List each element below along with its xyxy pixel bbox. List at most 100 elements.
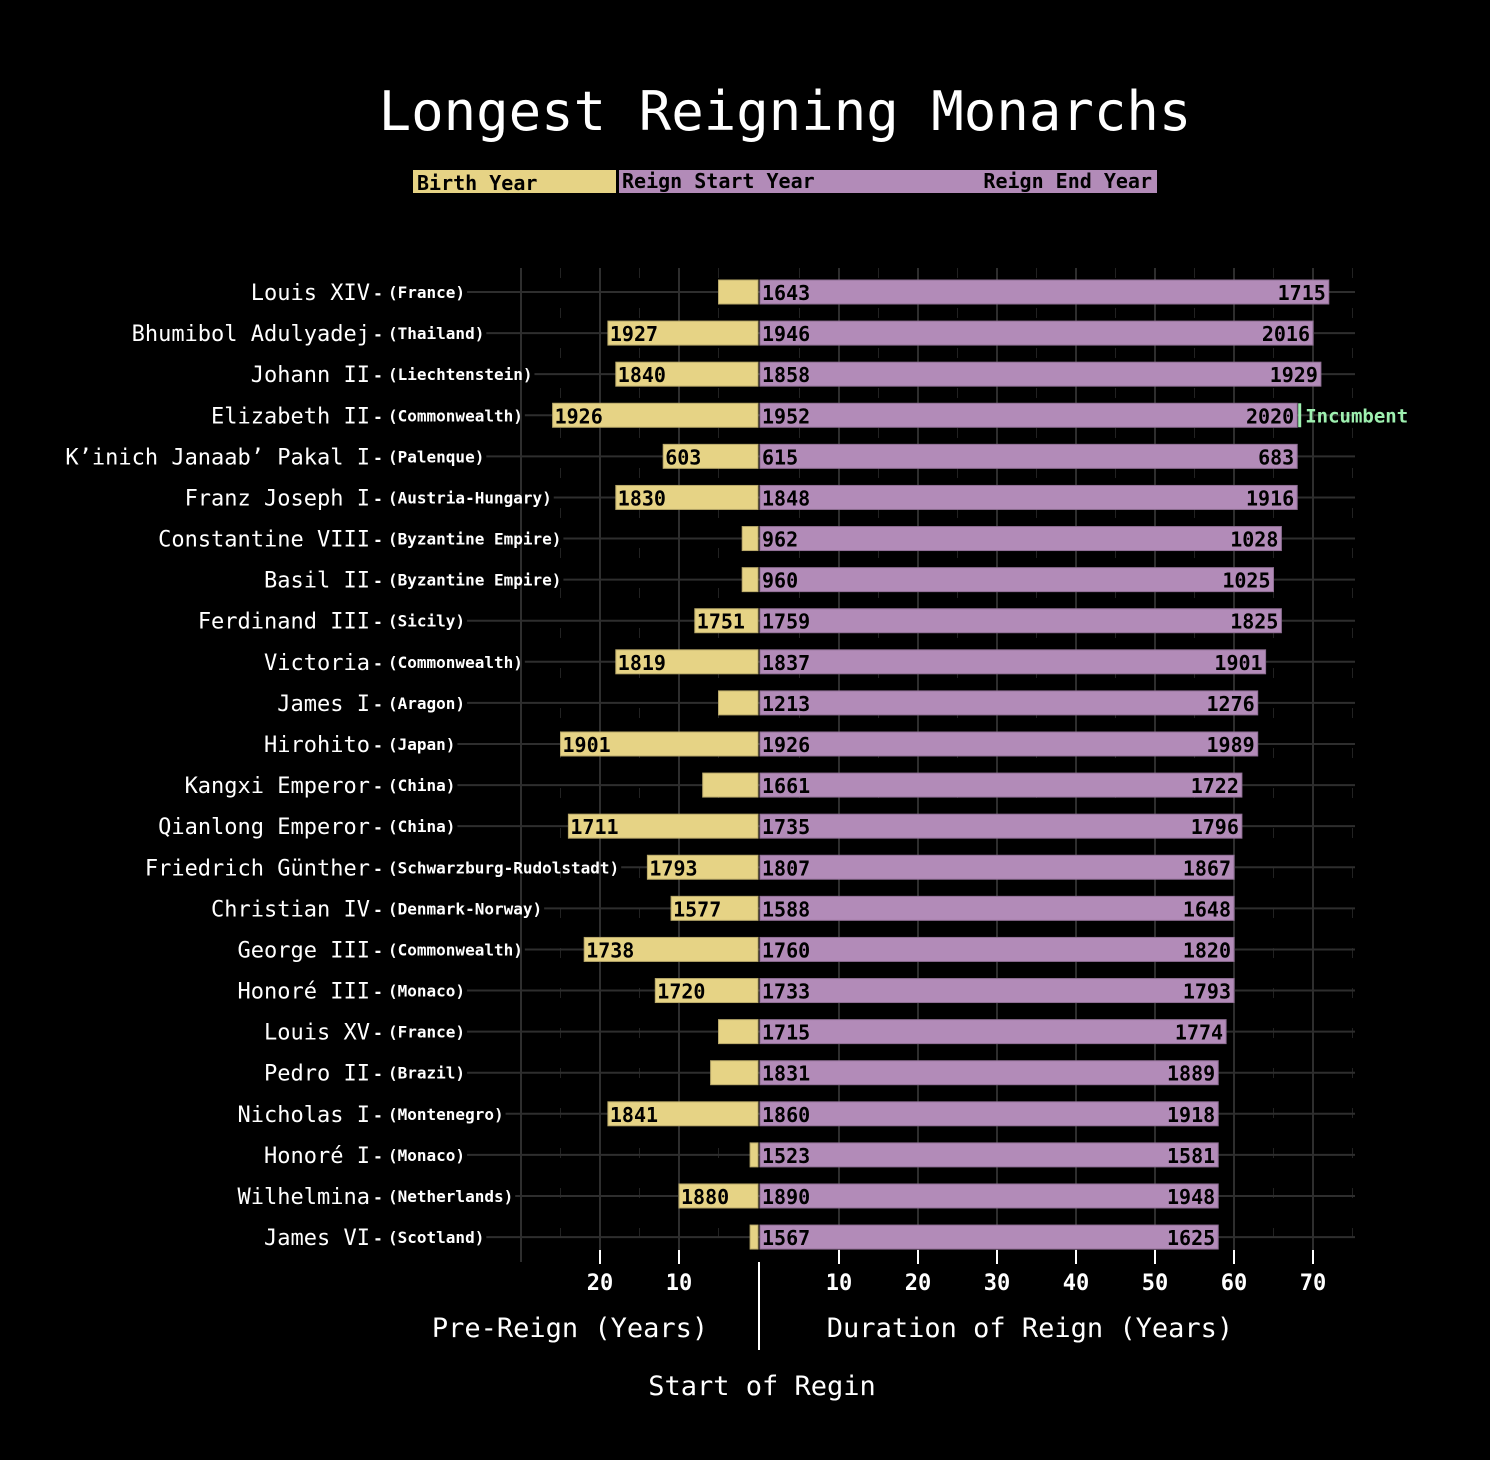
reign-bar <box>759 402 1298 428</box>
reign-end-label: 1948 <box>1167 1185 1215 1209</box>
reign-start-label: 1588 <box>762 897 810 921</box>
monarch-name: Bhumibol Adulyadej <box>132 322 370 347</box>
monarch-name: Ferdinand III <box>198 610 370 635</box>
monarch-name: Qianlong Emperor <box>158 815 370 840</box>
monarch-row: Johann II - (Liechtenstein) 1840 1858 1929 <box>251 361 1355 388</box>
reign-end-label: 1889 <box>1167 1062 1215 1086</box>
reign-start-label: 1567 <box>762 1226 810 1250</box>
reign-bar <box>759 1019 1227 1045</box>
reign-start-label: 1733 <box>762 980 810 1004</box>
monarch-row: Qianlong Emperor - (China) 1711 1735 1796 <box>158 813 1355 840</box>
birth-year-label: 1927 <box>610 322 658 346</box>
reign-end-label: 1793 <box>1183 980 1231 1004</box>
separator-dash: - <box>373 859 383 878</box>
reign-end-label: 1901 <box>1214 651 1262 675</box>
reign-start-label: 1837 <box>762 651 810 675</box>
reign-start-label: 1661 <box>762 774 810 798</box>
monarch-country: (Denmark-Norway) <box>388 899 542 918</box>
separator-dash: - <box>373 1188 383 1207</box>
separator-dash: - <box>373 777 383 796</box>
monarch-row: Pedro II - (Brazil) 1831 1889 <box>264 1060 1355 1087</box>
birth-year-label: 603 <box>665 445 701 469</box>
reign-start-label: 1952 <box>762 404 810 428</box>
monarch-row: Victoria - (Commonwealth) 1819 1837 1901 <box>264 649 1355 676</box>
pre-reign-bar <box>654 978 759 1004</box>
reign-end-label: 2016 <box>1262 322 1310 346</box>
monarch-country: (Aragon) <box>388 694 465 713</box>
monarch-row: Honoré I - (Monaco) 1523 1581 <box>264 1142 1355 1169</box>
monarch-row: Christian IV - (Denmark-Norway) 1577 1588 164… <box>211 895 1355 922</box>
separator-dash: - <box>373 1147 383 1166</box>
reign-bar <box>759 1224 1219 1250</box>
reign-bar <box>759 772 1243 798</box>
reign-bar <box>759 690 1259 716</box>
reign-bar <box>759 361 1322 387</box>
axis-ticks: 10 20 30 40 50 60 70 20 10 <box>587 1250 1326 1296</box>
monarch-name: Basil II <box>264 569 370 594</box>
monarch-country: (France) <box>388 283 465 302</box>
reign-bar <box>759 731 1259 757</box>
right-tick-label: 50 <box>1142 1271 1169 1296</box>
monarch-name: Wilhelmina <box>238 1185 370 1210</box>
monarch-name: Nicholas I <box>238 1103 370 1128</box>
reign-end-label: 1774 <box>1175 1021 1223 1045</box>
separator-dash: - <box>373 366 383 385</box>
monarch-country: (Byzantine Empire) <box>388 530 561 549</box>
separator-dash: - <box>373 613 383 632</box>
pre-reign-bar <box>560 731 759 757</box>
pre-reign-bar <box>741 526 759 552</box>
reign-start-label: 1760 <box>762 938 810 962</box>
pre-reign-bar <box>718 690 759 716</box>
right-tick-label: 40 <box>1063 1271 1090 1296</box>
monarch-name: Honoré I <box>264 1144 370 1169</box>
pre-reign-bar <box>662 443 759 469</box>
monarch-country: (Liechtenstein) <box>388 365 533 384</box>
monarch-name: Victoria <box>264 651 370 676</box>
reign-start-label: 1848 <box>762 486 810 510</box>
pre-reign-bar <box>646 854 759 880</box>
reign-end-label: 1929 <box>1270 363 1318 387</box>
incumbent-marker <box>1298 403 1302 428</box>
monarch-country: (Commonwealth) <box>388 406 523 425</box>
birth-year-label: 1840 <box>618 363 666 387</box>
left-axis-label: Pre-Reign (Years) <box>432 1313 708 1344</box>
separator-dash: - <box>373 1229 383 1248</box>
reign-start-label: 962 <box>762 528 798 552</box>
reign-bar <box>759 526 1282 552</box>
monarch-row: Nicholas I - (Montenegro) 1841 1860 1918 <box>238 1101 1355 1128</box>
reign-bar <box>759 484 1298 510</box>
separator-dash: - <box>373 284 383 303</box>
monarch-name: Pedro II <box>264 1062 370 1087</box>
center-axis-label: Start of Regin <box>648 1371 876 1402</box>
monarch-name: K’inich Janaab’ Pakal I <box>65 445 370 470</box>
pre-reign-bar <box>718 279 759 305</box>
monarch-country: (Commonwealth) <box>388 653 523 672</box>
separator-dash: - <box>373 325 383 344</box>
monarch-row: Basil II - (Byzantine Empire) 960 1025 <box>264 567 1355 594</box>
pre-reign-bar <box>583 936 759 962</box>
monarch-country: (Scotland) <box>388 1228 484 1247</box>
right-axis-label: Duration of Reign (Years) <box>827 1313 1233 1344</box>
pre-reign-bar <box>741 567 759 593</box>
pre-reign-bar <box>607 1101 759 1127</box>
reign-end-label: 1867 <box>1183 856 1231 880</box>
monarch-name: Hirohito <box>264 733 370 758</box>
reign-end-label: 1722 <box>1191 774 1239 798</box>
pre-reign-bar <box>710 1060 759 1086</box>
pre-reign-bar <box>615 649 759 675</box>
reign-bar <box>759 813 1243 839</box>
monarch-country: (China) <box>388 817 455 836</box>
separator-dash: - <box>373 900 383 919</box>
reign-bar <box>759 854 1235 880</box>
reign-start-label: 615 <box>762 445 798 469</box>
monarch-name: Kangxi Emperor <box>185 774 370 799</box>
reign-bar <box>759 279 1330 305</box>
monarch-row: Ferdinand III - (Sicily) 1751 1759 1825 <box>198 608 1355 635</box>
birth-year-label: 1751 <box>697 610 745 634</box>
left-tick-label: 20 <box>587 1271 614 1296</box>
reign-end-label: 1025 <box>1222 569 1270 593</box>
birth-year-label: 1720 <box>657 980 705 1004</box>
separator-dash: - <box>373 531 383 550</box>
pre-reign-bar <box>615 361 759 387</box>
